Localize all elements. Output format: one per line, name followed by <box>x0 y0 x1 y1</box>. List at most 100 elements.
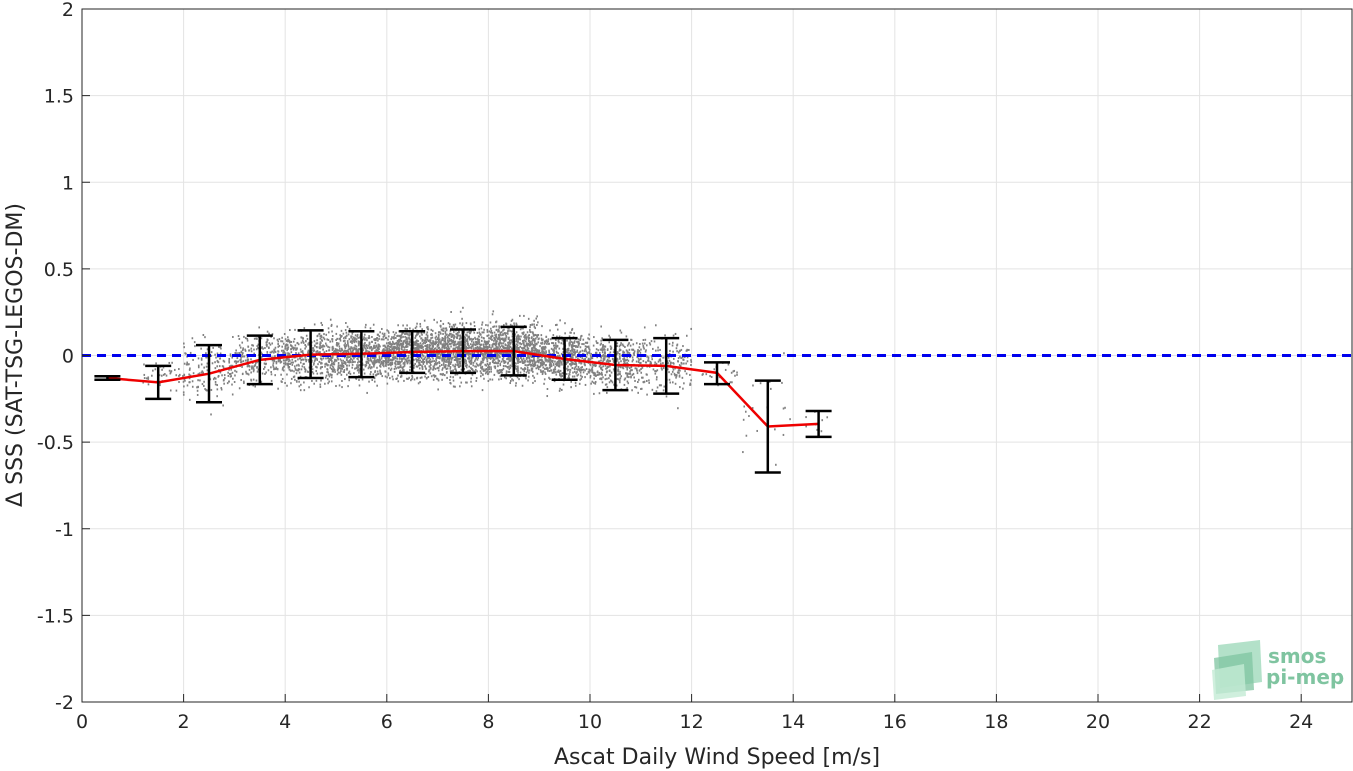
scatter-point <box>396 352 399 355</box>
scatter-point <box>353 372 355 375</box>
scatter-point <box>432 342 434 345</box>
scatter-point <box>623 361 626 364</box>
scatter-point <box>542 338 544 341</box>
scatter-point <box>344 361 347 364</box>
scatter-point <box>689 383 691 386</box>
scatter-point <box>506 332 509 335</box>
scatter-point <box>282 369 285 372</box>
scatter-point <box>331 370 334 373</box>
scatter-point <box>268 332 270 335</box>
scatter-point <box>555 344 557 347</box>
scatter-point <box>673 372 676 375</box>
scatter-point <box>244 349 247 352</box>
scatter-point <box>332 355 334 358</box>
scatter-point <box>320 346 323 349</box>
scatter-point <box>445 343 447 346</box>
scatter-point <box>465 359 467 362</box>
scatter-point <box>480 336 483 339</box>
scatter-point <box>399 356 401 359</box>
scatter-point <box>383 360 386 363</box>
scatter-point <box>316 372 319 375</box>
scatter-point <box>273 348 276 351</box>
scatter-point <box>679 369 681 372</box>
scatter-point <box>413 341 415 344</box>
scatter-point <box>518 348 520 351</box>
scatter-point <box>313 362 315 365</box>
scatter-point <box>627 351 630 354</box>
scatter-point <box>450 310 452 313</box>
scatter-point <box>498 372 501 375</box>
scatter-point <box>415 365 418 368</box>
scatter-point <box>430 342 433 345</box>
scatter-point <box>531 367 534 370</box>
scatter-point <box>454 340 457 343</box>
scatter-point <box>629 370 631 373</box>
scatter-point <box>161 368 163 371</box>
scatter-point <box>516 359 519 362</box>
scatter-point <box>348 355 351 358</box>
scatter-point <box>277 359 280 362</box>
scatter-point <box>504 338 506 341</box>
scatter-point <box>464 347 466 350</box>
scatter-point <box>441 368 444 371</box>
scatter-point <box>601 355 603 358</box>
scatter-point <box>431 336 434 339</box>
scatter-point <box>238 344 241 347</box>
scatter-point <box>301 358 304 361</box>
scatter-point <box>406 349 408 352</box>
scatter-point <box>576 374 579 377</box>
scatter-point <box>444 327 446 330</box>
scatter-point <box>346 354 349 357</box>
scatter-point <box>346 340 349 343</box>
scatter-point <box>639 343 641 346</box>
scatter-point <box>491 345 494 348</box>
error-bar <box>94 375 121 382</box>
scatter-point <box>419 322 422 325</box>
scatter-point <box>396 377 398 380</box>
scatter-point <box>458 344 461 347</box>
scatter-point <box>398 350 400 353</box>
scatter-point <box>425 361 428 364</box>
scatter-point <box>446 335 449 338</box>
scatter-point <box>376 384 378 387</box>
scatter-point <box>567 368 570 371</box>
scatter-point <box>639 358 642 361</box>
scatter-point <box>515 339 518 342</box>
scatter-point <box>209 378 212 381</box>
scatter-point <box>405 345 408 348</box>
scatter-point <box>456 361 459 364</box>
scatter-point <box>392 337 395 340</box>
scatter-point <box>544 372 547 375</box>
scatter-point <box>480 352 483 355</box>
scatter-point <box>351 359 354 362</box>
scatter-point <box>439 342 442 345</box>
scatter-point <box>178 374 180 377</box>
scatter-point <box>504 333 507 336</box>
scatter-point <box>143 373 146 376</box>
scatter-point <box>282 366 284 369</box>
scatter-point <box>182 375 184 378</box>
scatter-point <box>636 372 639 375</box>
scatter-point <box>483 337 485 340</box>
scatter-point <box>318 333 321 336</box>
scatter-point <box>446 339 449 342</box>
scatter-point <box>615 353 618 356</box>
scatter-point <box>470 380 472 383</box>
scatter-point <box>432 348 434 351</box>
scatter-point <box>397 324 399 327</box>
scatter-point <box>469 346 472 349</box>
x-ticks: 0 2 4 6 8 10 12 14 16 18 20 22 24 <box>76 694 1313 733</box>
scatter-point <box>405 377 408 380</box>
scatter-point <box>294 328 296 331</box>
scatter-point <box>422 342 424 345</box>
scatter-point <box>499 362 502 365</box>
scatter-point <box>674 382 677 385</box>
scatter-point <box>204 336 206 339</box>
scatter-point <box>451 357 454 360</box>
scatter-point <box>465 366 468 369</box>
scatter-point <box>570 331 572 334</box>
scatter-point <box>526 344 528 347</box>
scatter-point <box>231 371 234 374</box>
scatter-point <box>487 380 490 383</box>
scatter-point <box>214 367 217 370</box>
